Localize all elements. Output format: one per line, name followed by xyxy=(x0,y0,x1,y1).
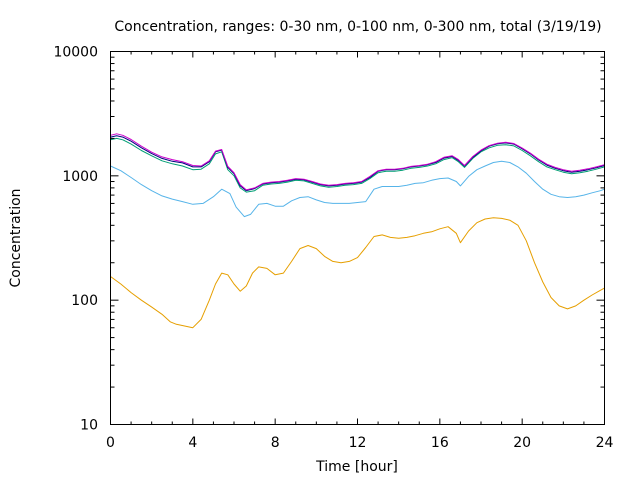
x-tick-label: 16 xyxy=(431,435,449,451)
y-axis-label: Concentration xyxy=(8,188,24,287)
x-tick-label: 12 xyxy=(349,435,367,451)
series-line-1 xyxy=(110,217,605,329)
x-tick-label: 20 xyxy=(513,435,531,451)
x-tick-label: 0 xyxy=(106,435,115,451)
plot-area xyxy=(110,133,605,329)
series-line-4 xyxy=(110,135,605,192)
x-tick-label: 4 xyxy=(188,435,197,451)
series-line-3 xyxy=(110,137,605,193)
x-axis: 0 4 8 12 16 20 24 xyxy=(106,51,614,451)
x-axis-label: Time [hour] xyxy=(315,459,398,475)
y-tick-label: 100 xyxy=(71,293,98,309)
y-tick-label: 1000 xyxy=(62,169,98,185)
series-line-2 xyxy=(110,160,605,218)
plot-frame xyxy=(110,51,605,425)
y-tick-label: 10000 xyxy=(53,45,98,61)
series-line-5 xyxy=(110,133,605,191)
x-tick-label: 8 xyxy=(271,435,280,451)
y-axis: 10 100 1000 10000 xyxy=(53,45,605,434)
y-tick-label: 10 xyxy=(80,418,98,434)
chart-title: Concentration, ranges: 0-30 nm, 0-100 nm… xyxy=(114,19,601,35)
x-tick-label: 24 xyxy=(596,435,614,451)
